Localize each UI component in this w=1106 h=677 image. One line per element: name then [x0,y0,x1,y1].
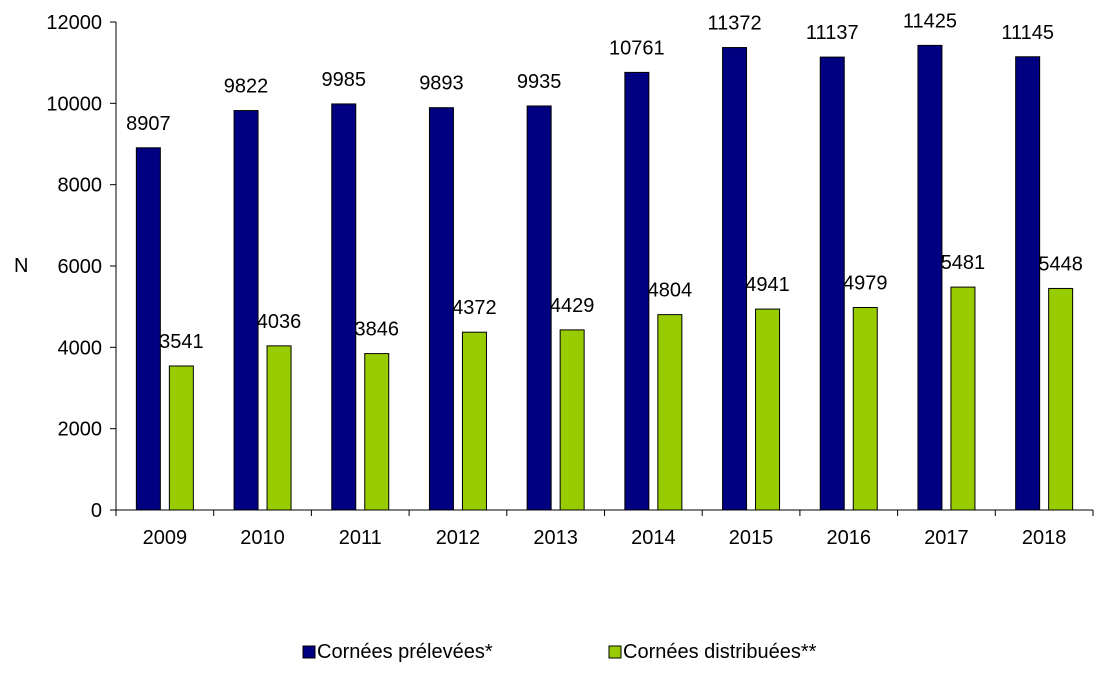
bar-prelevees [819,56,845,511]
data-label: 3846 [355,319,400,341]
x-category-label: 2011 [339,527,382,549]
x-category-label: 2017 [924,527,969,549]
data-label: 8907 [126,113,171,135]
data-label: 9893 [419,73,464,95]
y-tick-label: 8000 [58,175,103,197]
data-label: 4804 [648,280,693,302]
y-axis-label: N [14,255,28,277]
x-category-label: 2018 [1022,527,1067,549]
data-label: 11425 [903,10,957,32]
bar-distribuees [852,307,878,511]
legend-swatch [608,645,622,659]
bar-distribuees [266,345,292,511]
bar-distribuees [168,365,194,511]
data-label: 5448 [1038,253,1083,275]
data-label: 4941 [745,274,790,296]
bar-prelevees [526,105,552,511]
x-category-label: 2016 [827,527,872,549]
data-label: 11372 [707,13,761,35]
y-tick-label: 0 [91,500,102,522]
data-label: 9935 [517,71,562,93]
bar-distribuees [461,331,487,511]
data-label: 4036 [257,311,302,333]
legend-label: Cornées prélevées* [317,641,493,663]
plot-area: 0 2000 4000 6000 8000 10000 12000 8907 3541 2009 9… [46,10,1094,549]
bar-distribuees [950,286,976,511]
bar-distribuees [364,353,390,511]
bar-distribuees [755,308,781,511]
y-tick-label: 4000 [58,337,103,359]
x-category-label: 2015 [729,527,774,549]
data-label: 5481 [941,252,986,274]
data-label: 9822 [224,76,269,98]
data-label: 11137 [806,22,859,44]
bar-prelevees [1015,56,1041,511]
bar-distribuees [657,314,683,511]
bar-prelevees [722,47,748,511]
bar-prelevees [917,44,943,511]
x-category-label: 2009 [143,527,188,549]
bar-prelevees [233,110,259,511]
x-category-label: 2012 [436,527,481,549]
data-label: 3541 [159,331,204,353]
y-tick-label: 10000 [46,93,102,115]
data-label: 11145 [1001,22,1054,44]
bar-distribuees [559,329,585,511]
bar-prelevees [624,71,650,511]
x-category-label: 2014 [631,527,676,549]
legend-swatch [302,645,316,659]
y-tick-label: 12000 [46,12,102,34]
data-label: 4429 [550,295,595,317]
bar-prelevees [135,147,161,511]
x-category-label: 2010 [240,527,285,549]
data-label: 4979 [843,273,888,295]
bar-prelevees [428,107,454,511]
y-tick-label: 6000 [58,256,103,278]
bar-distribuees [1048,287,1074,511]
x-category-label: 2013 [533,527,578,549]
bar-prelevees [331,103,357,511]
data-label: 10761 [609,37,665,59]
data-label: 4372 [452,297,497,319]
data-label: 9985 [322,69,367,91]
legend: Cornées prélevées* Cornées distribuées** [302,641,817,663]
y-tick-label: 2000 [58,419,103,441]
legend-label: Cornées distribuées** [623,641,817,663]
